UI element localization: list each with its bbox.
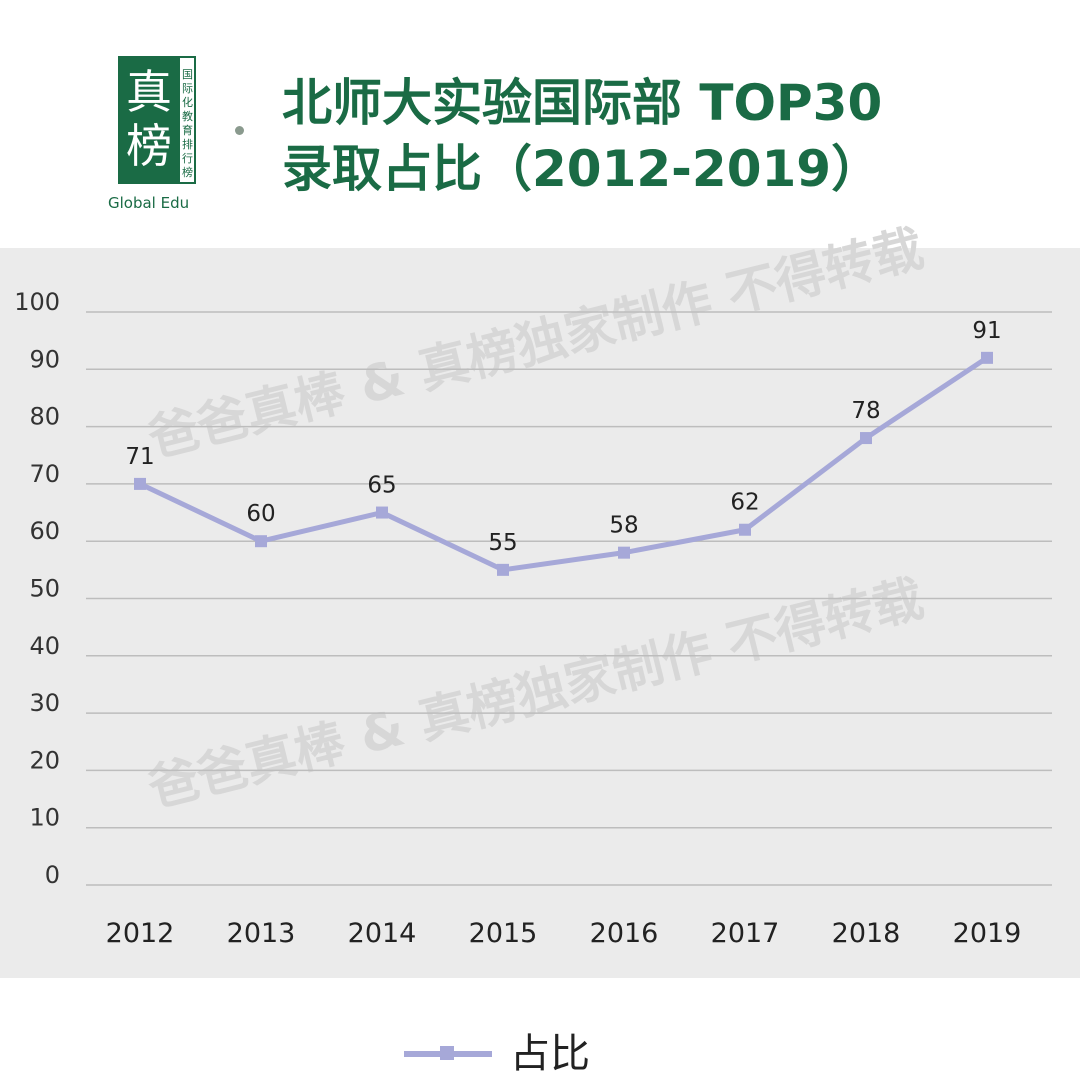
data-point-marker [497,563,509,576]
watermark-text: 爸爸真棒 & 真榜独家制作 不得转载 [142,569,929,818]
y-tick-label: 90 [29,345,60,373]
y-tick-label: 70 [29,460,60,488]
legend-label: 占比 [510,1031,590,1077]
x-tick-label: 2014 [348,918,417,949]
logo-fill [118,56,180,184]
data-label: 58 [609,513,638,539]
data-label: 62 [730,490,759,516]
legend-marker-swatch [440,1046,454,1060]
logo-vertical-text: 国际化教育排行榜 [182,68,193,179]
x-tick-label: 2013 [227,918,296,949]
y-tick-label: 100 [14,288,60,316]
x-tick-label: 2018 [832,918,901,949]
watermark-text: 爸爸真棒 & 真榜独家制作 不得转载 [142,219,929,468]
data-label: 91 [972,318,1001,344]
y-tick-label: 0 [45,861,60,889]
title-line-1: 北师大实验国际部 TOP30 [282,74,883,132]
y-tick-label: 60 [29,517,60,545]
data-point-marker [739,523,751,536]
title-bullet-icon [235,126,244,135]
x-tick-label: 2019 [953,918,1022,949]
series-line [138,355,989,573]
x-tick-label: 2016 [590,918,659,949]
y-tick-label: 50 [29,575,60,603]
y-tick-label: 20 [29,746,60,774]
data-point-marker [376,506,388,519]
data-label: 65 [367,473,396,499]
title-line-2: 录取占比（2012-2019） [282,140,882,198]
data-point-marker [860,432,872,445]
x-tick-label: 2012 [106,918,175,949]
y-tick-label: 80 [29,403,60,431]
x-tick-label: 2015 [469,918,538,949]
data-point-marker [981,351,993,364]
data-point-marker [255,535,267,548]
data-label: 71 [125,444,154,470]
logo-char-bottom: 榜 [126,119,172,173]
data-label: 60 [246,501,275,527]
page-title: 北师大实验国际部 TOP30 录取占比（2012-2019） [282,70,1042,202]
brand-logo: 真 榜 国际化教育排行榜 Global Edu [108,56,198,216]
logo-subtitle: Global Edu [108,194,190,212]
data-label: 78 [851,398,880,424]
data-point-marker [134,477,146,490]
y-tick-label: 10 [29,804,60,832]
y-tick-label: 30 [29,689,60,717]
x-tick-label: 2017 [711,918,780,949]
data-point-marker [618,546,630,559]
y-tick-label: 40 [29,632,60,660]
logo-char-top: 真 [126,65,172,119]
data-label: 55 [488,530,517,556]
